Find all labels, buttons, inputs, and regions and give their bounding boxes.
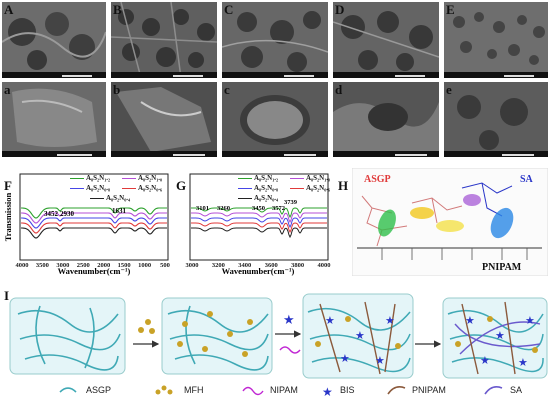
sem-image-D xyxy=(333,2,439,78)
pnipam-label: PNIPAM xyxy=(482,262,522,273)
svg-text:★: ★ xyxy=(385,315,395,327)
ftir-series xyxy=(191,227,327,239)
panel-label-a: a xyxy=(4,82,11,97)
tick-label: 3400 xyxy=(238,262,251,269)
legend-pnipam: PNIPAM xyxy=(412,385,446,395)
ftir-series xyxy=(21,222,167,234)
tick-label: 2500 xyxy=(77,262,90,269)
ftir-G-xlabel: Wavenumber(cm⁻¹) xyxy=(222,266,295,276)
ftir-series xyxy=(191,217,327,229)
ftir-F-peak-3: 1631 xyxy=(112,207,127,215)
nipam-legend-icon xyxy=(242,386,264,396)
tick-label: 3800 xyxy=(291,262,304,269)
panel-label-c: c xyxy=(224,82,230,97)
pnipam-legend-icon xyxy=(387,386,406,395)
ftir-chart-G: 3000 3200 3400 3600 3800 4000 Wavenumber(cm⁻¹… xyxy=(186,173,331,276)
ftir-series xyxy=(191,222,327,234)
preparation-scheme-I: ★ ★ ★ ★ ★ ★ ★ ★ ★ ★ ★ ★ xyxy=(9,293,548,399)
tick-label: 1500 xyxy=(118,262,131,269)
ftir-series xyxy=(21,212,167,224)
panel-label-E: E xyxy=(446,2,455,17)
tick-label: 3500 xyxy=(36,262,49,269)
svg-text:★: ★ xyxy=(480,355,490,367)
ftir-series xyxy=(21,227,167,239)
svg-text:★: ★ xyxy=(495,330,505,342)
svg-text:★: ★ xyxy=(355,330,365,342)
bis-legend-icon: ★ xyxy=(322,385,333,399)
panel-label-D: D xyxy=(335,2,345,17)
svg-text:★: ★ xyxy=(283,312,295,327)
sem-image-E xyxy=(444,2,548,78)
sem-image-a xyxy=(2,82,106,157)
ftir-G-peak-2: 3260 xyxy=(217,205,230,212)
panel-label-B: B xyxy=(113,2,122,17)
panel-label-b: b xyxy=(113,82,121,97)
legend-asgp: ASGP xyxy=(86,385,112,395)
sem-image-B xyxy=(111,2,217,78)
panel-label-F: F xyxy=(4,178,12,193)
tick-label: 500 xyxy=(160,262,170,269)
ftir-G-peak-4: 3572 xyxy=(272,205,285,212)
sem-image-d xyxy=(333,82,439,157)
svg-text:★: ★ xyxy=(525,315,535,327)
svg-text:★: ★ xyxy=(375,355,385,367)
sem-image-C xyxy=(222,2,328,78)
structure-schematic-H: ASGP SA PNIPAM xyxy=(352,168,548,276)
legend-nipam: NIPAM xyxy=(270,385,298,395)
panel-label-G: G xyxy=(176,178,187,193)
tick-label: 3000 xyxy=(186,262,199,269)
panel-label-C: C xyxy=(224,2,234,17)
panel-label-I: I xyxy=(4,288,10,303)
ftir-series xyxy=(191,207,327,219)
legend-bis: BIS xyxy=(340,385,355,395)
sem-image-A xyxy=(2,2,106,78)
ftir-chart-F: 4000 3500 3000 2500 2000 1500 1000 500 Transmis… xyxy=(3,173,170,276)
svg-text:★: ★ xyxy=(465,315,475,327)
sem-texture xyxy=(2,12,106,70)
ftir-F-xlabel: Wavenumber(cm⁻¹) xyxy=(58,266,131,276)
ftir-series xyxy=(21,217,167,229)
sem-image-b xyxy=(111,82,217,157)
tick-label: 4000 xyxy=(318,262,331,269)
legend-mfh: MFH xyxy=(184,385,204,395)
asgp-legend-icon xyxy=(59,387,77,393)
sem-image-c xyxy=(222,82,328,157)
tick-label: 1000 xyxy=(138,262,151,269)
sa-legend-icon xyxy=(484,386,503,395)
ftir-F-ylabel: Transmission xyxy=(3,192,13,241)
panel-label-d: d xyxy=(335,82,343,97)
panel-label-A: A xyxy=(4,2,14,17)
sa-label: SA xyxy=(520,174,534,185)
ftir-G-legend: A₈S₂N₁.₂ A₈S₂N₁.₀ A₈S₂N₀.₈ A₈S₂N₀.₆ A₈S₂… xyxy=(238,174,333,208)
tick-label: 2000 xyxy=(97,262,110,269)
ftir-series xyxy=(191,212,327,224)
tick-label: 4000 xyxy=(16,262,29,269)
sem-image-e xyxy=(444,82,548,157)
tick-label: 3000 xyxy=(56,262,69,269)
ftir-F-peak-1: 3452 xyxy=(44,210,59,218)
svg-text:★: ★ xyxy=(518,357,528,369)
svg-text:★: ★ xyxy=(340,353,350,365)
legend-sa: SA xyxy=(510,385,523,395)
panel-label-H: H xyxy=(338,178,349,193)
tick-label: 3200 xyxy=(212,262,225,269)
ftir-G-peak-3: 3450 xyxy=(252,205,265,212)
ftir-F-legend: A₈S₂N₁.₂ A₈S₂N₁.₀ A₈S₂N₀.₈ A₈S₂N₀.₆ A₈S₂… xyxy=(70,174,170,208)
tick-label: 3600 xyxy=(265,262,278,269)
ftir-G-peak-5: 3739 xyxy=(284,199,298,206)
panel-label-e: e xyxy=(446,82,452,97)
svg-text:★: ★ xyxy=(325,315,335,327)
asgp-label: ASGP xyxy=(364,174,391,185)
ftir-G-peak-1: 3101 xyxy=(196,205,209,212)
ftir-series xyxy=(21,207,167,219)
mfh-legend-icon xyxy=(155,385,173,395)
ftir-F-peak-2: 2930 xyxy=(60,210,75,218)
